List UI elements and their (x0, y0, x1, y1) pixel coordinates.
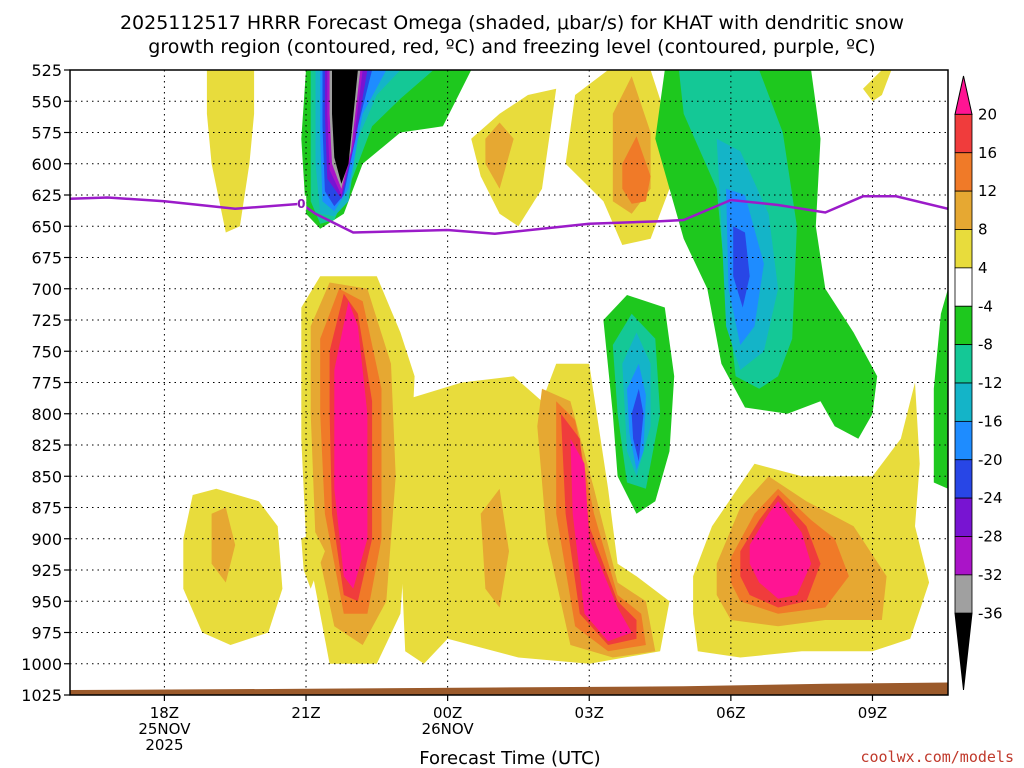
y-tick-label-675: 675 (31, 249, 62, 268)
y-tick-label-775: 775 (31, 374, 62, 393)
omega-shading (183, 70, 948, 664)
colorbar-tick-7: -12 (978, 374, 1003, 392)
terrain (70, 682, 948, 695)
x-tick-label-0-2: 2025 (145, 736, 183, 754)
x-tick-label-1-0: 21Z (291, 704, 320, 722)
y-tick-label-650: 650 (31, 217, 62, 236)
colorbar-swatch-2 (954, 152, 973, 192)
colorbar-swatch-12 (954, 536, 973, 576)
y-tick-label-850: 850 (31, 467, 62, 486)
y-tick-label-750: 750 (31, 342, 62, 361)
freezing-level-label-bg (297, 195, 307, 210)
colorbar-swatch-7 (954, 344, 973, 384)
x-tick-label-4-0: 06Z (716, 704, 745, 722)
colorbar-tick-2: 12 (978, 182, 997, 200)
omega-region-19-level-neg24 (733, 226, 750, 308)
omega-region-31-level-4 (183, 488, 283, 645)
chart-title-line2: growth region (contoured, red, ºC) and f… (148, 36, 875, 58)
colorbar-tick-5: -4 (978, 297, 993, 315)
x-tick-label-2-1: 26NOV (422, 720, 475, 738)
omega-region-25-level-neg8 (933, 288, 948, 489)
y-tick-label-1000: 1000 (21, 655, 62, 674)
y-tick-label-525: 525 (31, 61, 62, 80)
y-tick-label-950: 950 (31, 592, 62, 611)
x-tick-label-0-1: 25NOV (138, 720, 191, 738)
omega-region-45-level-4 (301, 532, 325, 589)
colorbar-tick-4: 4 (978, 259, 988, 277)
colorbar-tick-8: -16 (978, 412, 1003, 430)
x-axis-label: Forecast Time (UTC) (419, 748, 600, 768)
x-tick-label-0-0: 18Z (150, 704, 179, 722)
y-tick-label-575: 575 (31, 124, 62, 143)
y-tick-label-725: 725 (31, 311, 62, 330)
colorbar-tick-11: -28 (978, 528, 1003, 546)
colorbar-swatch-1 (954, 113, 973, 154)
omega-region-43-level-20 (749, 501, 812, 599)
colorbar-bottom-arrow (954, 612, 973, 691)
colorbar-swatch-3 (954, 190, 973, 230)
x-tick-label-2-0: 00Z (433, 704, 462, 722)
y-tick-label-825: 825 (31, 436, 62, 455)
colorbar-swatch-10 (954, 459, 973, 499)
y-tick-label-1025: 1025 (21, 686, 62, 705)
freezing-level: 0 (70, 195, 948, 236)
colorbar-tick-1: 16 (978, 144, 997, 162)
colorbar-swatch-4 (954, 229, 973, 269)
y-axis-ticks: 525 550 575 600 625 650 675 700 725 750 775 800 825 8… (21, 61, 70, 705)
omega-region-11-level-8 (485, 122, 514, 189)
colorbar-swatch-11 (954, 497, 973, 537)
colorbar-tick-13: -36 (978, 604, 1003, 622)
colorbar-tick-12: -32 (978, 566, 1003, 584)
freezing-level-label: 0 (297, 197, 305, 211)
omega-region-9-level-neg40 (332, 70, 358, 184)
omega-region-24-level-neg24 (631, 388, 644, 462)
x-tick-label-3-0: 03Z (575, 704, 604, 722)
omega-region-0-level-4 (206, 70, 255, 233)
omega-region-32-level-8 (211, 507, 236, 583)
y-tick-label-875: 875 (31, 499, 62, 518)
y-tick-label-900: 900 (31, 530, 62, 549)
colorbar-tick-6: -8 (978, 336, 993, 354)
colorbar-tick-10: -24 (978, 489, 1003, 507)
omega-region-38-level-20 (570, 438, 632, 642)
colorbar-swatch-9 (954, 420, 973, 461)
colorbar-tick-3: 8 (978, 221, 988, 239)
y-tick-label-600: 600 (31, 155, 62, 174)
omega-region-10-level-4 (471, 88, 557, 227)
chart-title-line1: 2025112517 HRRR Forecast Omega (shaded, … (120, 12, 904, 34)
terrain-ground (70, 682, 948, 695)
credit-text: coolwx.com/models (860, 748, 1014, 766)
y-tick-label-625: 625 (31, 186, 62, 205)
x-tick-label-5-0: 09Z (858, 704, 887, 722)
y-tick-label-800: 800 (31, 405, 62, 424)
omega-region-14-level-12 (622, 136, 651, 204)
omega-region-44-level-4 (863, 70, 892, 102)
omega-region-34-level-8 (480, 488, 509, 608)
colorbar-swatch-13 (954, 574, 973, 614)
y-tick-label-925: 925 (31, 561, 62, 580)
colorbar-swatch-6 (954, 305, 973, 346)
y-tick-label-550: 550 (31, 92, 62, 111)
freezing-level-line (70, 195, 948, 236)
colorbar-swatch-8 (954, 382, 973, 422)
colorbar-tick-0: 20 (978, 105, 997, 123)
colorbar-swatch-5 (954, 267, 973, 307)
y-tick-label-700: 700 (31, 280, 62, 299)
colorbar: 20 16 12 8 4 -4 -8 -12 -16 -20 -24 -28 -32 -36 (954, 75, 1003, 691)
y-tick-label-975: 975 (31, 624, 62, 643)
colorbar-tick-9: -20 (978, 451, 1003, 469)
